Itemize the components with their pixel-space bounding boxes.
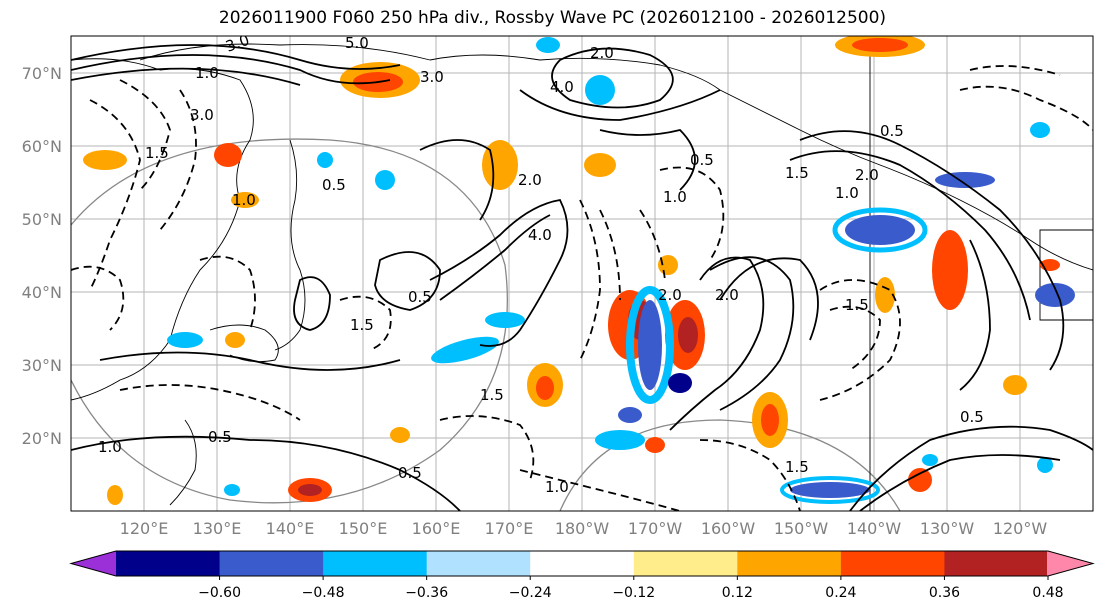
- colorbar-outline: [69, 550, 1095, 577]
- colorbar-segment: [840, 551, 946, 576]
- colorbar-tick-label: 0.36: [929, 585, 960, 601]
- contour-label: 0.5: [690, 151, 714, 169]
- latitude-labels: 70°N 60°N 50°N 40°N 30°N 20°N: [22, 64, 62, 448]
- contour-label: 1.5: [785, 458, 809, 476]
- lon-label: 120°E: [120, 519, 169, 538]
- contour-label: 0.5: [398, 464, 422, 482]
- lat-label: 50°N: [22, 210, 62, 229]
- contour-label: 1.5: [785, 164, 809, 182]
- lon-label: 150°E: [339, 519, 388, 538]
- contour-label: 2.0: [518, 171, 542, 189]
- map-frame: [70, 35, 1094, 512]
- colorbar-extend-high: [1047, 551, 1093, 576]
- contour-label: 4.0: [550, 78, 574, 96]
- contour-label: 1.0: [98, 438, 122, 456]
- contour-label: 3.0: [190, 106, 214, 124]
- contour-label: 0.5: [208, 428, 232, 446]
- contour-label: 1.5: [845, 296, 869, 314]
- lon-label: 130°W: [920, 519, 975, 538]
- lon-label: 160°W: [701, 519, 756, 538]
- dashed-contours: [71, 65, 1093, 511]
- lon-label: 170°E: [485, 519, 534, 538]
- contour-label: 3.0: [420, 68, 444, 86]
- colorbar-segment: [737, 551, 842, 576]
- region-outline: [71, 138, 901, 511]
- lon-label: 150°W: [774, 519, 829, 538]
- lon-label: 140°W: [847, 519, 902, 538]
- lon-label: 130°E: [193, 519, 242, 538]
- contour-label: 1.5: [480, 386, 504, 404]
- contour-label: 1.0: [545, 478, 569, 496]
- map-title: 2026011900 F060 250 hPa div., Rossby Wav…: [218, 8, 887, 28]
- contour-labels: 3.0 5.0 1.0 2.0 3.0 4.0 0.5 1.5 2.0 1.0 …: [98, 34, 984, 496]
- contour-label: 2.0: [855, 166, 879, 184]
- contour-label: 1.0: [663, 188, 687, 206]
- contour-label: 1.5: [145, 144, 169, 162]
- lon-label: 180°W: [555, 519, 610, 538]
- colorbar-segment: [944, 551, 1049, 576]
- contour-label: 1.0: [232, 191, 256, 209]
- colorbar-tick-label: 0.12: [722, 585, 753, 601]
- colorbar: −0.60 −0.48 −0.36 −0.24 −0.12 0.12 0.24 0.36 0.4…: [69, 550, 1095, 601]
- contour-label: 4.0: [528, 226, 552, 244]
- colorbar-tick-label: 0.48: [1032, 585, 1063, 601]
- divergence-shading: [83, 36, 1075, 505]
- lon-label: 120°W: [993, 519, 1048, 538]
- lon-label: 170°W: [628, 519, 683, 538]
- colorbar-tick-label: −0.48: [302, 585, 345, 601]
- solid-contours: [71, 44, 1093, 511]
- contour-label: 0.5: [408, 288, 432, 306]
- colorbar-tick-label: −0.60: [198, 585, 241, 601]
- colorbar-tick-label: −0.12: [612, 585, 655, 601]
- longitude-labels: 120°E 130°E 140°E 150°E 160°E 170°E 180°…: [120, 519, 1048, 538]
- lat-label: 40°N: [22, 283, 62, 302]
- gridlines: [71, 36, 1093, 511]
- lat-label: 20°N: [22, 429, 62, 448]
- colorbar-segment: [219, 551, 324, 576]
- colorbar-segment: [323, 551, 428, 576]
- contour-label: 2.0: [715, 286, 739, 304]
- contour-label: 1.0: [195, 64, 219, 82]
- contour-label: 2.0: [590, 44, 614, 62]
- contour-label: 2.0: [658, 286, 682, 304]
- contour-label: 0.5: [960, 408, 984, 426]
- colorbar-extend-low: [71, 551, 117, 576]
- colorbar-segment: [426, 551, 531, 576]
- lat-label: 70°N: [22, 64, 62, 83]
- lat-label: 60°N: [22, 137, 62, 156]
- colorbar-tick-label: −0.24: [509, 585, 552, 601]
- contour-label: 0.5: [880, 122, 904, 140]
- colorbar-segment: [116, 551, 221, 576]
- lon-label: 140°E: [266, 519, 315, 538]
- contour-label: 5.0: [345, 34, 369, 52]
- lat-label: 30°N: [22, 356, 62, 375]
- contour-label: 1.0: [835, 184, 859, 202]
- colorbar-tick-label: 0.24: [825, 585, 856, 601]
- lon-label: 160°E: [412, 519, 461, 538]
- contour-label: 1.5: [350, 316, 374, 334]
- contour-label: 0.5: [322, 176, 346, 194]
- colorbar-segment: [633, 551, 738, 576]
- colorbar-tick-label: −0.36: [405, 585, 448, 601]
- colorbar-segment: [530, 551, 635, 576]
